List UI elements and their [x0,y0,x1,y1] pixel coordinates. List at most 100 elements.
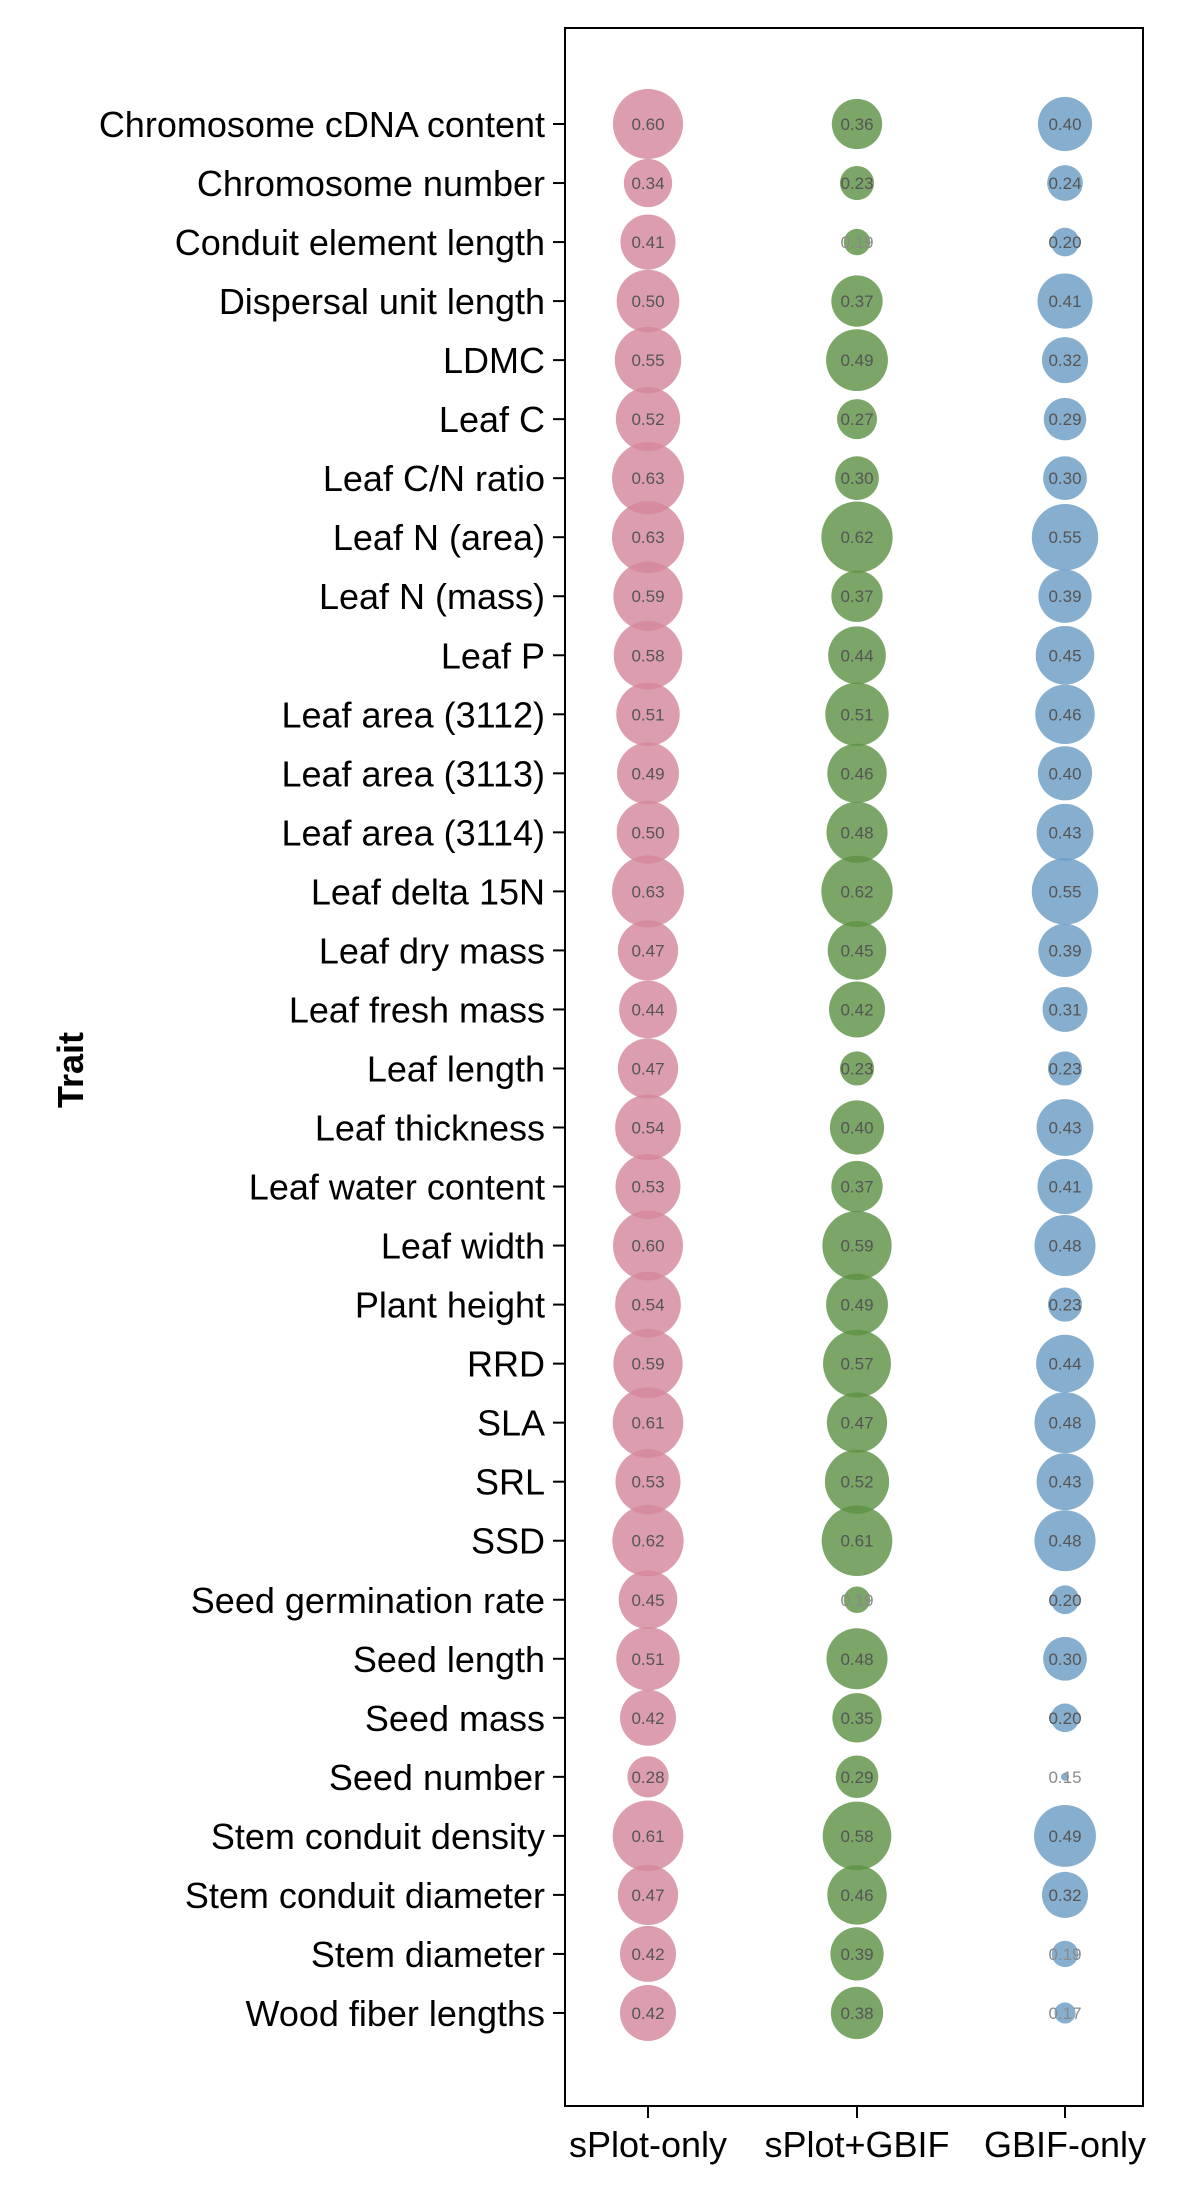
bubble [830,1986,884,2040]
value-label: 0.30 [1048,469,1081,488]
y-ticks: Chromosome cDNA content Chromosome number… [99,104,565,2034]
bubble [1034,1392,1096,1454]
bubble [835,456,879,501]
value-label: 0.45 [840,941,873,960]
bubble [821,855,893,928]
bubble [1041,337,1089,384]
value-label: 0.32 [1048,1886,1081,1905]
value-label: 0.59 [631,587,664,606]
y-tick-label: Leaf P [441,635,545,676]
value-label: 0.47 [631,941,664,960]
value-label: 0.49 [840,1296,873,1315]
bubble [1043,1636,1087,1681]
value-label: 0.62 [840,528,873,547]
bubble [620,1925,676,1982]
y-tick-label: Seed number [329,1757,545,1798]
value-label: 0.40 [1048,115,1081,134]
value-label: 0.52 [840,1473,873,1492]
value-label: 0.19 [840,1591,873,1610]
bubble [824,1449,890,1514]
value-label: 0.54 [631,1119,664,1138]
bubble [1037,96,1093,152]
value-label: 0.46 [1048,705,1081,724]
value-label: 0.23 [840,174,873,193]
bubble [615,387,681,452]
bubble [627,1756,669,1798]
bubble [613,1210,683,1281]
value-label: 0.36 [840,115,873,134]
y-tick-label: Leaf area (3114) [281,812,545,853]
value-label: 0.42 [631,1709,664,1728]
bubble [839,1051,875,1086]
value-label: 0.30 [840,469,873,488]
value-label: 0.50 [631,292,664,311]
value-label: 0.57 [840,1355,873,1374]
value-label: 0.63 [631,882,664,901]
value-label: 0.20 [1048,1709,1081,1728]
bubble [616,269,680,333]
bubble [826,1628,888,1690]
value-label: 0.40 [1048,764,1081,783]
value-label: 0.38 [840,2004,873,2023]
y-tick-label: Stem conduit density [211,1816,545,1857]
y-tick-label: Leaf N (mass) [319,576,545,617]
y-tick-label: Leaf water content [249,1167,545,1208]
y-tick-label: Leaf delta 15N [311,871,545,912]
bubble [832,1693,882,1743]
value-label: 0.20 [1048,1591,1081,1610]
value-label: 0.53 [631,1178,664,1197]
bubble [613,561,683,631]
bubble [616,801,680,864]
bubble [1034,1510,1096,1572]
bubble [615,1094,681,1161]
y-tick-label: SSD [471,1521,545,1562]
y-tick-label: Seed germination rate [191,1580,545,1621]
value-label: 0.47 [840,1414,873,1433]
value-label: 0.62 [840,882,873,901]
bubble [1036,1334,1094,1393]
y-tick-label: Leaf width [381,1226,545,1267]
bubble [617,1864,679,1926]
value-label: 0.48 [1048,1414,1081,1433]
bubble [826,1392,888,1453]
value-label: 0.55 [631,351,664,370]
value-label: 0.27 [840,410,873,429]
bubble [1031,504,1099,571]
bubble [826,329,888,392]
value-label: 0.23 [1048,1059,1081,1078]
bubble [618,1570,678,1630]
bubble [1047,165,1083,201]
bubble [613,89,683,159]
bubble [1037,273,1093,329]
value-label: 0.29 [840,1768,873,1787]
plot-frame [564,27,1144,2107]
y-tick-label: Seed mass [365,1698,545,1739]
value-label: 0.58 [840,1827,873,1846]
bubble [1047,1287,1083,1322]
value-label: 0.15 [1048,1768,1081,1787]
bubble [825,682,889,747]
bubble [612,501,684,574]
value-label: 0.39 [840,1945,873,1964]
bubble [839,165,875,201]
value-label: 0.48 [1048,1237,1081,1256]
bubble [1037,746,1093,801]
value-label: 0.35 [840,1709,873,1728]
bubble [615,1154,681,1220]
bubble [615,1271,681,1338]
value-labels: 0.60 0.34 0.41 0.50 0.55 0.52 0.63 0.63 0.59 0.58… [631,115,1081,2023]
value-label: 0.29 [1048,410,1081,429]
value-label: 0.30 [1048,1650,1081,1669]
bubble [822,1210,892,1281]
bubble [613,620,683,690]
value-label: 0.60 [631,115,664,134]
bubble [831,275,883,327]
bubble [829,1100,885,1155]
bubble [1035,684,1095,745]
value-label: 0.63 [631,469,664,488]
value-label: 0.39 [1048,587,1081,606]
bubble [617,742,679,805]
bubble [1034,1804,1096,1867]
value-label: 0.41 [1048,1178,1081,1197]
bubble [1054,2002,1076,2024]
